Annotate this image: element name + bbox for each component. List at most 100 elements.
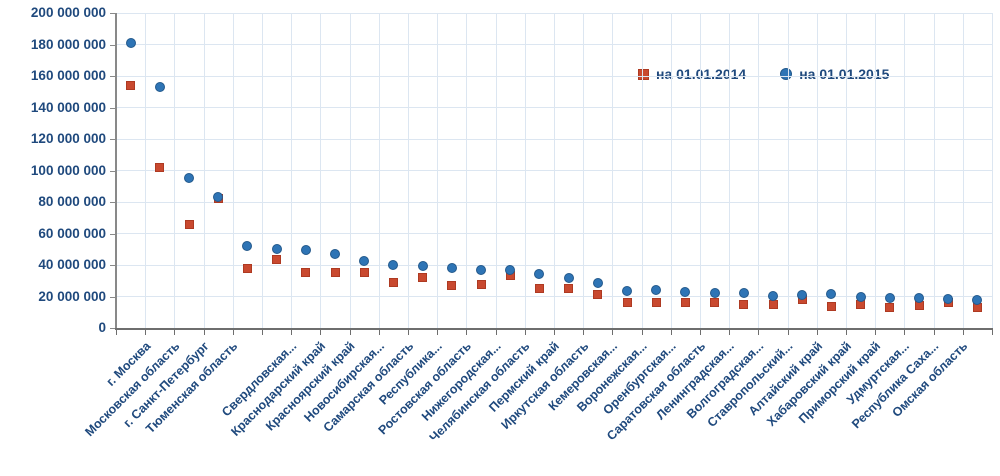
v-gridline	[612, 13, 614, 328]
y-axis-tick	[110, 233, 115, 235]
v-gridline	[904, 13, 906, 328]
data-point-2014	[301, 268, 311, 278]
x-axis-tick	[116, 330, 117, 335]
data-point-2015	[184, 173, 194, 184]
v-gridline	[816, 13, 818, 328]
v-gridline	[992, 13, 993, 328]
y-axis-label: 180 000 000	[30, 36, 106, 52]
x-axis-tick	[670, 330, 672, 335]
x-axis-tick	[437, 330, 439, 335]
data-point-2015	[592, 278, 603, 289]
data-point-2014	[330, 268, 340, 278]
v-gridline	[378, 13, 380, 328]
v-gridline	[145, 13, 147, 328]
v-gridline	[962, 13, 964, 328]
y-axis-label: 60 000 000	[38, 225, 106, 241]
x-axis-tick	[554, 330, 555, 335]
v-gridline	[583, 13, 585, 328]
data-point-2014	[272, 254, 282, 264]
data-point-2014	[739, 299, 749, 309]
x-axis-tick	[145, 330, 147, 335]
data-point-2014	[418, 273, 428, 283]
data-point-2014	[184, 219, 194, 229]
data-point-2014	[476, 280, 486, 290]
x-axis-tick	[729, 330, 731, 335]
data-point-2014	[126, 80, 136, 90]
x-axis-tick	[641, 330, 643, 335]
data-point-2014	[593, 290, 603, 300]
data-point-2014	[710, 298, 720, 308]
y-axis-tick	[110, 170, 115, 172]
x-axis-tick	[992, 330, 993, 335]
v-gridline	[700, 13, 701, 328]
data-point-2014	[768, 299, 778, 309]
x-axis-tick	[933, 330, 935, 335]
data-point-2015	[651, 285, 662, 296]
y-axis-label: 160 000 000	[30, 68, 106, 83]
data-point-2015	[797, 289, 808, 300]
data-point-2015	[738, 288, 749, 299]
data-point-2014	[447, 280, 457, 290]
y-axis-tick	[110, 107, 115, 109]
x-axis-tick	[262, 330, 263, 335]
data-point-2015	[709, 288, 720, 299]
blue-circle-marker-icon	[780, 68, 793, 80]
v-gridline	[875, 13, 877, 328]
v-gridline	[232, 13, 234, 328]
data-point-2015	[125, 37, 136, 48]
v-gridline	[933, 13, 935, 328]
x-axis-tick	[583, 330, 585, 335]
v-gridline	[846, 13, 847, 328]
x-axis-tick	[349, 330, 351, 335]
y-axis-tick	[110, 139, 115, 140]
v-gridline	[495, 13, 497, 328]
v-gridline	[787, 13, 789, 328]
y-axis-tick	[110, 13, 115, 14]
data-point-2014	[242, 263, 252, 273]
v-gridline	[466, 13, 468, 328]
y-axis-label: 40 000 000	[38, 257, 106, 272]
legend-item-2015: на 01.01.2015	[780, 66, 889, 82]
x-axis-tick	[495, 330, 497, 335]
data-point-2015	[330, 248, 340, 259]
data-point-2015	[476, 264, 486, 275]
x-axis-tick	[758, 330, 760, 335]
v-gridline	[758, 13, 760, 328]
data-point-2015	[359, 256, 370, 267]
data-point-2015	[417, 260, 428, 271]
x-axis-tick	[466, 330, 468, 335]
v-gridline	[203, 13, 205, 328]
y-axis-label: 20 000 000	[38, 288, 106, 304]
x-axis-tick	[612, 330, 614, 335]
legend-label-2015: на 01.01.2015	[799, 66, 890, 82]
v-gridline	[729, 13, 731, 328]
data-point-2015	[826, 289, 837, 300]
y-axis-tick	[110, 265, 115, 266]
v-gridline	[320, 13, 322, 328]
data-point-2015	[154, 82, 165, 93]
data-point-2015	[388, 260, 399, 270]
y-axis-label: 100 000 000	[30, 162, 106, 178]
data-point-2015	[622, 285, 632, 296]
y-axis-tick	[110, 202, 115, 203]
data-point-2015	[914, 293, 924, 304]
data-point-2015	[563, 272, 574, 283]
data-point-2015	[534, 269, 545, 280]
x-axis-tick	[846, 330, 847, 335]
v-gridline	[349, 13, 351, 328]
x-axis-tick	[291, 330, 293, 335]
data-point-2014	[534, 284, 544, 294]
data-point-2014	[885, 303, 895, 313]
v-gridline	[437, 13, 439, 328]
data-point-2014	[359, 268, 369, 278]
data-point-2015	[855, 291, 866, 302]
v-gridline	[291, 13, 293, 328]
x-axis-tick	[962, 330, 964, 335]
legend-item-2014: на 01.01.2014	[638, 66, 746, 82]
legend-label-2014: на 01.01.2014	[656, 66, 747, 82]
data-point-2015	[446, 263, 457, 274]
data-point-2014	[651, 297, 661, 307]
data-point-2015	[213, 192, 224, 203]
data-point-2015	[972, 294, 983, 305]
y-axis-tick	[110, 328, 115, 329]
